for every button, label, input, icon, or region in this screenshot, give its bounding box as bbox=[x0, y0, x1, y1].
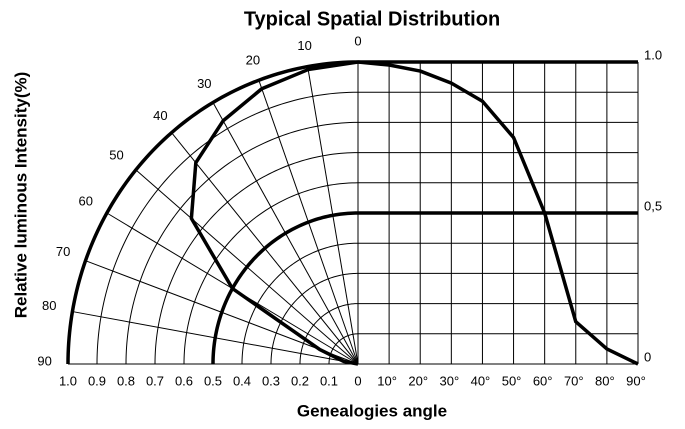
r-tick-label: 1.0 bbox=[59, 373, 77, 388]
angle-tick-label: 60 bbox=[79, 193, 93, 208]
half-arc bbox=[211, 211, 359, 365]
y-tick-label: 1.0 bbox=[644, 47, 662, 62]
r-tick-label: 0.3 bbox=[262, 373, 280, 388]
angle-tick-label: 40 bbox=[153, 108, 167, 123]
angle-tick-label: 0 bbox=[354, 33, 361, 48]
y-axis-label: Relative luminous Intensity(%) bbox=[11, 72, 30, 319]
r-tick-label: 0.8 bbox=[117, 373, 135, 388]
x-axis-label: Genealogies angle bbox=[297, 401, 447, 420]
angle-tick-label: 80 bbox=[42, 298, 56, 313]
r-tick-label: 0.1 bbox=[320, 373, 338, 388]
x-tick-label: 50° bbox=[502, 373, 522, 388]
polar-curve bbox=[189, 60, 359, 366]
r-tick-label: 0 bbox=[354, 373, 361, 388]
r-tick-label: 0.9 bbox=[88, 373, 106, 388]
x-tick-label: 60° bbox=[533, 373, 553, 388]
angle-tick-label: 70 bbox=[56, 244, 70, 259]
angle-tick-label: 10 bbox=[297, 38, 311, 53]
r-tick-label: 0.6 bbox=[175, 373, 193, 388]
r-tick-label: 0.7 bbox=[146, 373, 164, 388]
r-tick-label: 0.4 bbox=[233, 373, 251, 388]
x-tick-label: 90° bbox=[626, 373, 646, 388]
outer-arc bbox=[66, 60, 359, 365]
angle-tick-label: 20 bbox=[246, 53, 260, 68]
x-tick-label: 40° bbox=[471, 373, 491, 388]
angle-tick-label: 90 bbox=[37, 353, 51, 368]
x-tick-label: 30° bbox=[439, 373, 459, 388]
angle-tick-label: 50 bbox=[109, 148, 123, 163]
polar-grid-arc bbox=[241, 242, 359, 365]
r-tick-label: 0.2 bbox=[291, 373, 309, 388]
angle-tick-label: 30 bbox=[197, 76, 211, 91]
r-tick-label: 0.5 bbox=[204, 373, 222, 388]
x-tick-label: 70° bbox=[564, 373, 584, 388]
x-tick-label: 20° bbox=[408, 373, 428, 388]
cartesian-curve bbox=[357, 60, 639, 366]
polar-grid-arc bbox=[299, 303, 359, 365]
polar-grid-arc bbox=[183, 182, 359, 365]
polar-grid-arc bbox=[270, 272, 359, 365]
y-tick-label: 0,5 bbox=[644, 198, 662, 213]
polar-grid-arc bbox=[96, 91, 359, 365]
x-tick-label: 80° bbox=[595, 373, 615, 388]
x-tick-label: 10° bbox=[377, 373, 397, 388]
y-tick-label: 0 bbox=[644, 349, 651, 364]
polar-grid-arc bbox=[154, 152, 359, 365]
chart-title: Typical Spatial Distribution bbox=[244, 8, 500, 30]
